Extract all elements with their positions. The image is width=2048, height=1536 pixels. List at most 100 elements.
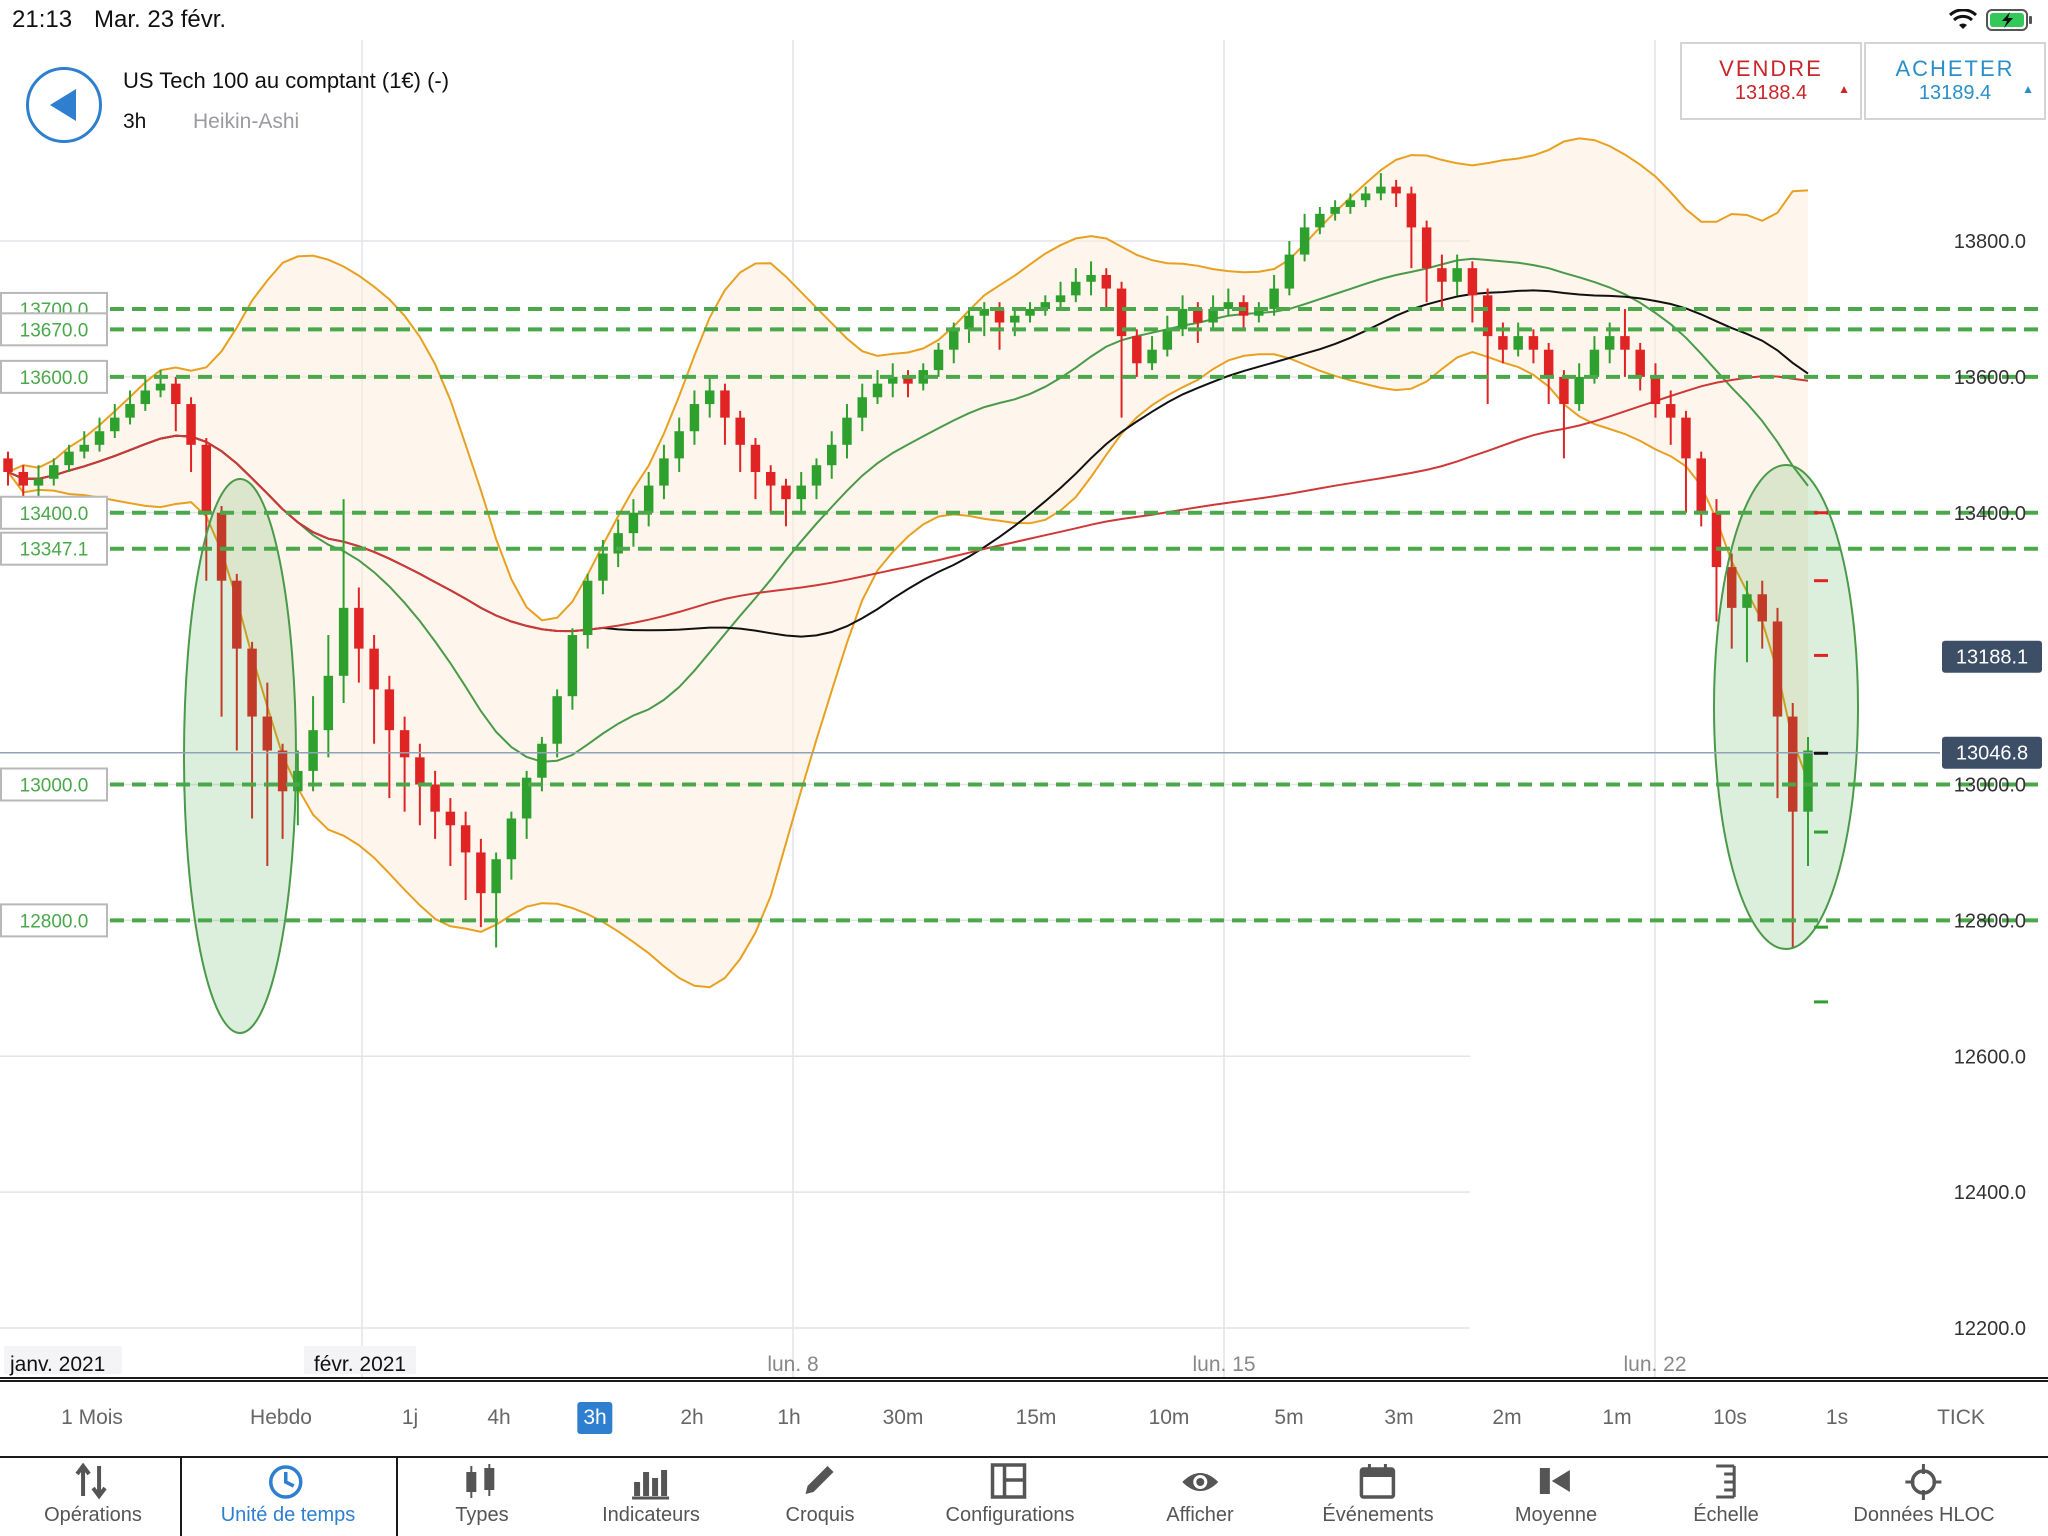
clock-icon	[269, 1465, 303, 1499]
candle-body	[1299, 227, 1310, 255]
price-chart[interactable]: 13700.013670.013600.013400.013347.113000…	[0, 40, 2048, 1380]
toolbar-label: Unité de temps	[220, 1504, 356, 1526]
timeframe-4h[interactable]: 4h	[487, 1406, 511, 1429]
timeframe-2m[interactable]: 2m	[1492, 1406, 1522, 1429]
price-tag-box	[1942, 640, 2042, 673]
candle-body	[369, 648, 379, 690]
candle-body	[1696, 458, 1706, 513]
candle-body	[1177, 308, 1188, 330]
toolbar-separator	[396, 1458, 398, 1536]
candle-body	[1101, 274, 1112, 289]
toolbar-layout-button[interactable]: Configurations	[946, 1458, 1074, 1536]
candle-body	[964, 315, 974, 330]
price-tag-label: 13046.8	[1956, 743, 2028, 765]
candle-body	[918, 370, 928, 384]
wifi-icon	[1948, 9, 1978, 29]
candle-body	[1772, 621, 1783, 717]
y-tick-label: 12200.0	[1954, 1318, 2026, 1340]
toolbar-candles-button[interactable]: Types	[455, 1458, 509, 1536]
candle-body	[552, 696, 562, 744]
transfer-arrows-icon	[75, 1462, 107, 1500]
candle-body	[155, 383, 166, 391]
candle-body	[689, 404, 700, 432]
y-tick-label: 13000.0	[1954, 775, 2026, 797]
candle-body	[1589, 349, 1600, 377]
buy-arrow-icon: ▲	[2022, 82, 2034, 96]
level-label: 13400.0	[20, 504, 89, 525]
toolbar-eye-button[interactable]: Afficher	[1166, 1458, 1234, 1536]
battery-charging-icon	[1986, 9, 2032, 31]
candle-body	[765, 471, 776, 486]
candle-body	[1574, 376, 1584, 405]
toolbar-crosshair-button[interactable]: Données HLOC	[1853, 1458, 1995, 1536]
buy-price: 13189.4	[1918, 82, 1992, 104]
toolbar-label: Opérations	[44, 1504, 142, 1526]
status-date: Mar. 23 févr.	[94, 6, 227, 33]
timeframe-1-mois[interactable]: 1 Mois	[61, 1406, 123, 1429]
x-label-bg	[4, 1346, 122, 1374]
buy-button[interactable]: ACHETER 13189.4 ▲	[1864, 42, 2046, 120]
candle-body	[1254, 308, 1264, 316]
candle-body	[3, 458, 13, 472]
timeframe-hebdo[interactable]: Hebdo	[250, 1406, 312, 1429]
candle-body	[872, 383, 883, 398]
timeframe-3h[interactable]: 3h	[577, 1402, 613, 1434]
toolbar-bar-chart-button[interactable]: Indicateurs	[602, 1458, 700, 1536]
candle-body	[445, 811, 456, 826]
timeframe-tick[interactable]: TICK	[1937, 1406, 1985, 1429]
timeframe-10m[interactable]: 10m	[1148, 1406, 1190, 1429]
candle-body	[1025, 308, 1035, 316]
toolbar-separator	[180, 1458, 182, 1536]
candle-body	[1559, 376, 1569, 405]
timeframe-30m[interactable]: 30m	[882, 1406, 924, 1429]
status-time: 21:13	[12, 6, 73, 33]
candle-body	[476, 852, 486, 894]
candle-body	[1010, 315, 1020, 323]
candle-body	[720, 390, 730, 418]
level-label: 13600.0	[20, 368, 89, 389]
candle-body	[1086, 274, 1096, 282]
timeframe-1j[interactable]: 1j	[401, 1406, 419, 1429]
candle-body	[399, 730, 410, 758]
candle-body	[1452, 268, 1462, 282]
candle-body	[933, 349, 944, 371]
candle-body	[323, 675, 334, 731]
timeframe-1s[interactable]: 1s	[1825, 1406, 1849, 1429]
toolbar-average-button[interactable]: Moyenne	[1515, 1458, 1597, 1536]
candle-body	[613, 533, 623, 554]
timeframe-3m[interactable]: 3m	[1384, 1406, 1414, 1429]
status-icons	[1948, 8, 2034, 32]
candle-body	[1482, 295, 1493, 337]
timeframe-1m[interactable]: 1m	[1602, 1406, 1632, 1429]
candles-icon	[465, 1464, 494, 1498]
candle-body	[1513, 336, 1523, 350]
candle-body	[674, 431, 684, 459]
toolbar-scale-button[interactable]: Échelle	[1693, 1458, 1759, 1536]
toolbar-calendar-button[interactable]: Événements	[1322, 1458, 1434, 1536]
candle-body	[79, 444, 89, 452]
timeframe-1h[interactable]: 1h	[777, 1406, 801, 1429]
timeframe-5m[interactable]: 5m	[1274, 1406, 1304, 1429]
y-tick-label: 12800.0	[1954, 910, 2026, 932]
timeframe-10s[interactable]: 10s	[1713, 1406, 1747, 1429]
candle-body	[796, 485, 806, 500]
sell-button[interactable]: VENDRE 13188.4 ▲	[1680, 42, 1862, 120]
candle-body	[903, 376, 913, 384]
toolbar-transfer-arrows-button[interactable]: Opérations	[44, 1458, 142, 1536]
toolbar-clock-button[interactable]: Unité de temps	[220, 1458, 356, 1536]
candle-body	[293, 770, 303, 792]
toolbar-pencil-button[interactable]: Croquis	[786, 1458, 854, 1536]
candle-body	[1223, 302, 1234, 309]
candle-body	[582, 580, 593, 636]
candle-body	[1284, 254, 1295, 289]
candle-body	[1742, 594, 1752, 608]
highlight-ellipse	[183, 478, 297, 1034]
candle-body	[1635, 349, 1645, 377]
candle-body	[1132, 336, 1142, 364]
status-bar: 21:13 Mar. 23 févr.	[0, 0, 2048, 40]
candle-body	[994, 308, 1005, 323]
back-button[interactable]	[26, 67, 102, 143]
timeframe-15m[interactable]: 15m	[1015, 1406, 1057, 1429]
timeframe-2h[interactable]: 2h	[680, 1406, 704, 1429]
toolbar-label: Événements	[1322, 1504, 1434, 1526]
